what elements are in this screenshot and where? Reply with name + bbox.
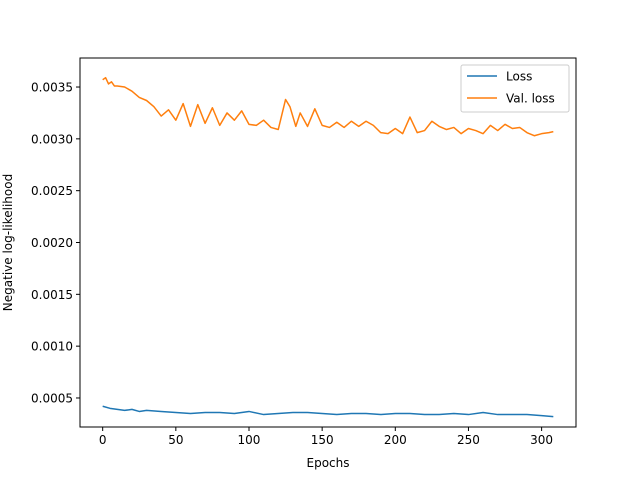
legend-label-val-loss: Val. loss bbox=[506, 92, 555, 106]
y-axis: 0.0005 0.0010 0.0015 0.0020 0.0025 0.0030 0.00… bbox=[31, 81, 80, 405]
y-tick-label: 0.0005 bbox=[31, 391, 73, 405]
x-tick-label: 300 bbox=[530, 433, 553, 447]
x-tick-label: 100 bbox=[238, 433, 261, 447]
y-tick-label: 0.0020 bbox=[31, 236, 73, 250]
series-line-loss bbox=[102, 405, 554, 418]
x-tick-label: 150 bbox=[311, 433, 334, 447]
y-tick-label: 0.0030 bbox=[31, 132, 73, 146]
y-tick-label: 0.0010 bbox=[31, 340, 73, 354]
x-axis-label: Epochs bbox=[307, 456, 350, 470]
x-axis: 0 50 100 150 200 250 300 bbox=[99, 427, 553, 447]
series-line-val-loss bbox=[102, 76, 554, 137]
series-layer bbox=[102, 76, 554, 418]
plot-background bbox=[80, 58, 576, 427]
y-tick-label: 0.0015 bbox=[31, 288, 73, 302]
y-tick-label: 0.0035 bbox=[31, 81, 73, 95]
x-tick-label: 50 bbox=[168, 433, 183, 447]
x-tick-label: 200 bbox=[384, 433, 407, 447]
legend: Loss Val. loss bbox=[460, 64, 570, 113]
x-tick-label: 250 bbox=[457, 433, 480, 447]
legend-label-loss: Loss bbox=[506, 70, 532, 84]
y-tick-label: 0.0025 bbox=[31, 184, 73, 198]
x-tick-label: 0 bbox=[99, 433, 107, 447]
y-axis-label: Negative log-likelihood bbox=[1, 174, 15, 311]
